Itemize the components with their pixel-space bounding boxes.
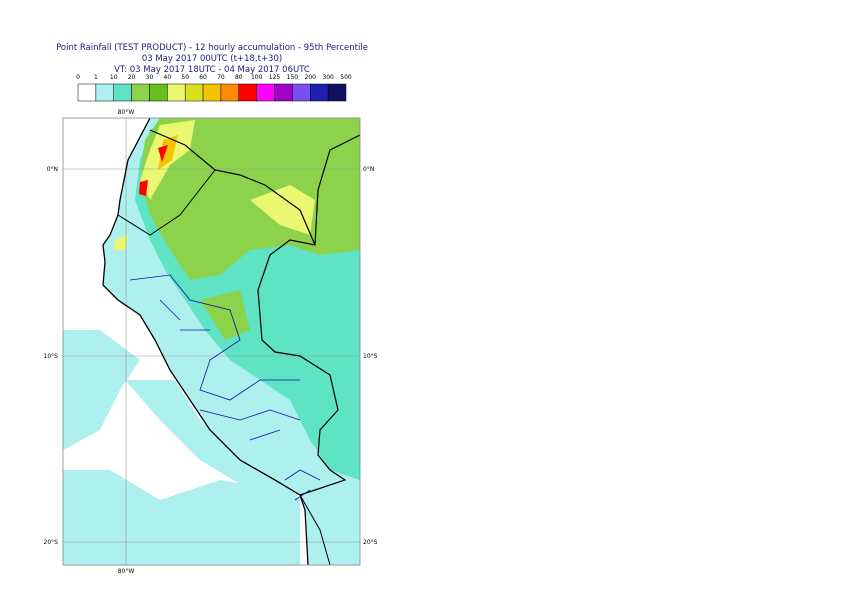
legend-swatch <box>184 83 204 102</box>
legend-swatch <box>238 83 257 102</box>
legend-label: 200 <box>305 74 317 81</box>
lat-label: 20°S <box>363 539 378 546</box>
lat-label: 10°S <box>44 353 59 360</box>
legend-label: 50 <box>181 74 189 81</box>
base-time: 03 May 2017 00UTC (t+18,t+30) <box>142 54 282 64</box>
legend-swatch <box>167 83 186 102</box>
lon-label: 80°W <box>118 568 135 575</box>
legend-label: 80 <box>235 74 243 81</box>
lat-label: 20°S <box>44 539 59 546</box>
legend-swatch <box>310 83 329 102</box>
legend: 0 1 10 20 30 40 50 60 70 80 100 125 150 200 300 500 <box>76 74 352 102</box>
legend-label: 70 <box>217 74 225 81</box>
legend-swatch <box>95 83 114 102</box>
legend-label: 1 <box>94 74 98 81</box>
valid-time: VT: 03 May 2017 18UTC - 04 May 2017 06UT… <box>114 65 310 75</box>
lon-label: 80°W <box>118 109 135 116</box>
legend-label: 60 <box>199 74 207 81</box>
legend-swatch <box>131 83 150 102</box>
legend-swatch <box>149 83 168 102</box>
legend-swatch <box>77 83 97 102</box>
legend-label: 20 <box>128 74 136 81</box>
lat-label: 0°N <box>363 166 374 173</box>
legend-swatch <box>327 83 347 102</box>
legend-swatch <box>113 83 132 102</box>
legend-swatch <box>274 83 293 102</box>
legend-label: 30 <box>146 74 154 81</box>
lat-label: 0°N <box>47 166 58 173</box>
legend-swatch <box>220 83 240 102</box>
legend-label: 100 <box>251 74 263 81</box>
legend-label: 300 <box>322 74 334 81</box>
legend-label: 500 <box>340 74 352 81</box>
title: Point Rainfall (TEST PRODUCT) - 12 hourl… <box>56 43 368 53</box>
legend-label: 10 <box>110 74 118 81</box>
legend-label: 150 <box>287 74 299 81</box>
legend-swatch <box>202 83 222 102</box>
legend-swatch <box>292 83 311 102</box>
legend-label: 125 <box>269 74 281 81</box>
legend-label: 0 <box>76 74 80 81</box>
map-frame <box>62 117 361 566</box>
map <box>63 118 360 565</box>
legend-label: 40 <box>164 74 172 81</box>
lat-label: 10°S <box>363 353 378 360</box>
legend-swatch <box>256 83 275 102</box>
